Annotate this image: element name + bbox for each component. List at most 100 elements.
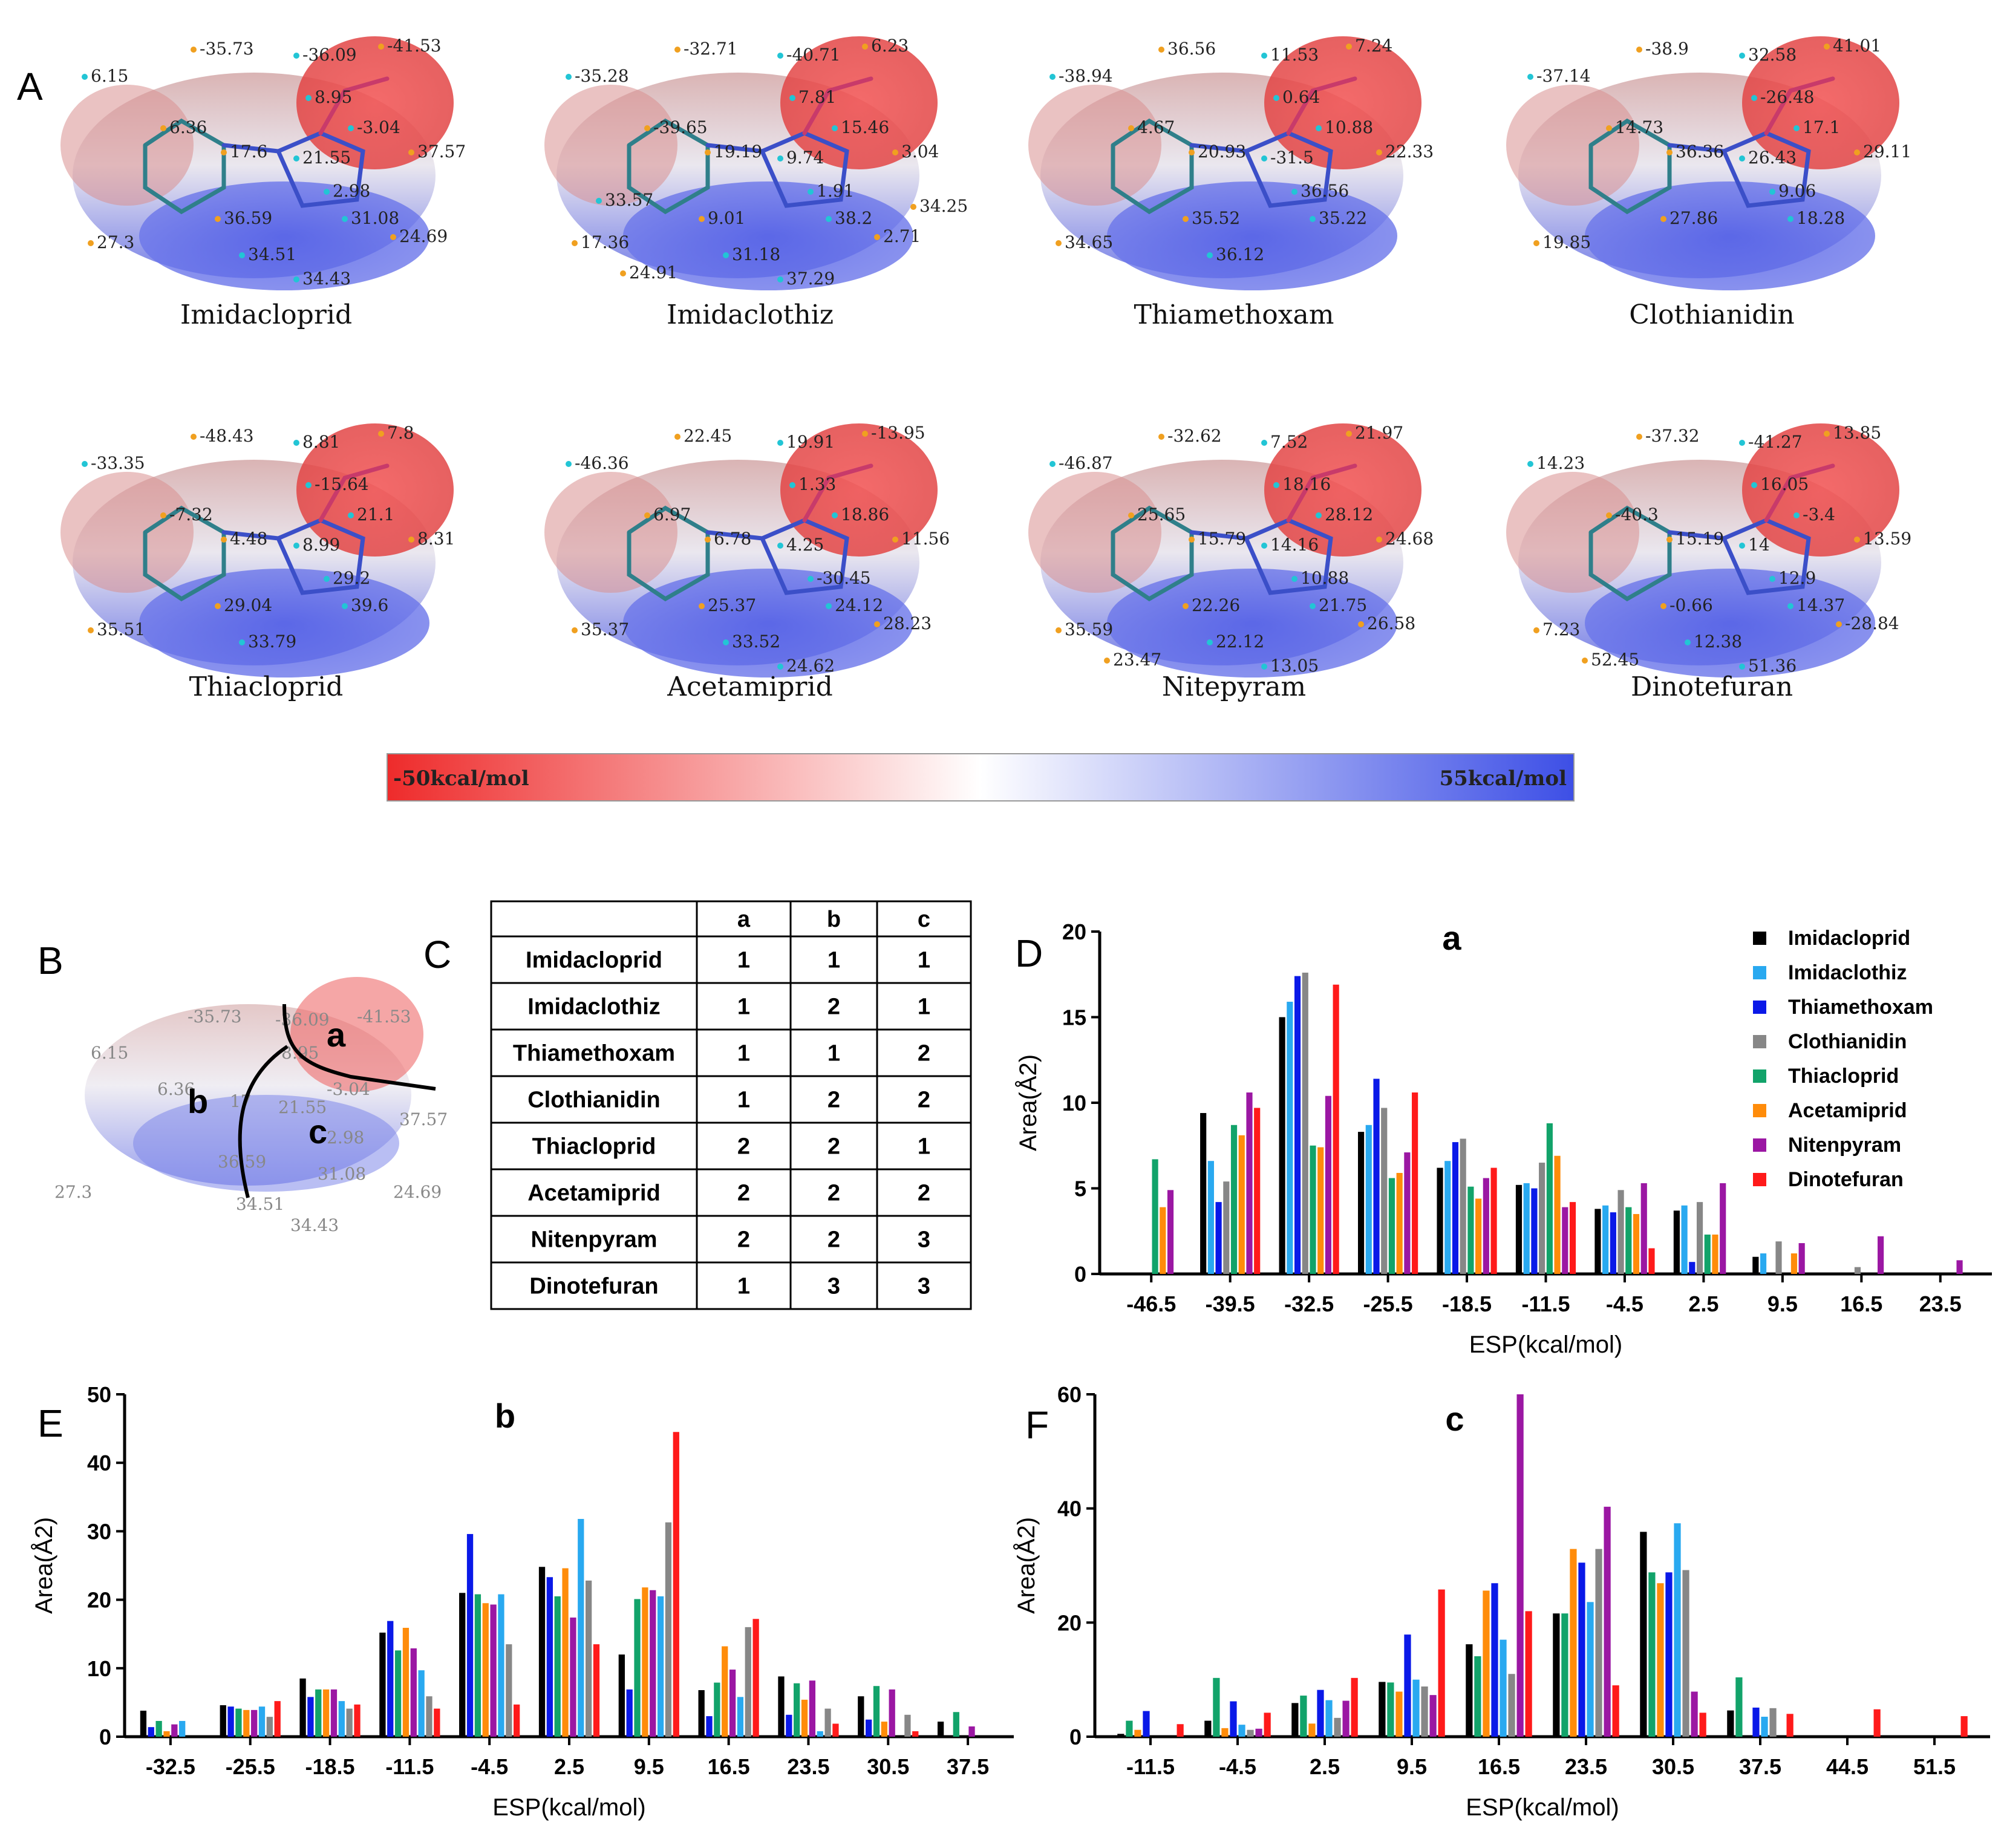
molecule-skeleton (627, 76, 873, 215)
esp-point-marker (777, 543, 783, 549)
bar-nitenpyram (650, 1590, 656, 1737)
esp-value-label: 14.73 (1615, 117, 1663, 137)
esp-value-label: 4.67 (1137, 117, 1175, 137)
bar-nitenpyram (1878, 1236, 1884, 1274)
esp-value-label: 35.59 (1065, 619, 1113, 639)
esp-point-marker (1533, 627, 1539, 633)
bar-acetamiprid (1570, 1549, 1577, 1737)
bar-nitenpyram (1483, 1178, 1489, 1274)
esp-point-marker (674, 434, 681, 440)
molecule-skeleton (1588, 463, 1835, 602)
bar-clothianidin (1302, 972, 1308, 1274)
bar-imidacloprid (538, 1567, 546, 1737)
esp-value-label: -37.14 (1536, 66, 1591, 86)
esp-value-label: 36.59 (224, 208, 272, 228)
esp-value-label: 12.9 (1778, 568, 1816, 588)
bar-acetamiprid (243, 1709, 250, 1737)
x-tick-label: -11.5 (1126, 1754, 1175, 1779)
esp-value-label: 28.23 (883, 613, 932, 633)
molecule-map-imidaclothiz: -35.28 -32.71 -40.71 6.23 7.81 -39.65 15.46 19.… (544, 36, 968, 330)
terminal-region (60, 472, 194, 593)
bar-thiacloprid (394, 1650, 402, 1737)
esp-point-marker (1261, 53, 1267, 59)
chart-title: a (1442, 919, 1461, 957)
bar-thiamethoxam (466, 1533, 474, 1737)
terminal-region (1506, 85, 1639, 206)
terminal-region (1028, 472, 1161, 593)
positive-region (1585, 569, 1875, 677)
bar-thiacloprid (1230, 1125, 1238, 1274)
esp-point-marker (88, 627, 94, 633)
bar-imidacloprid (1200, 1112, 1207, 1274)
bar-dinotefuran (912, 1731, 919, 1737)
esp-point-marker (789, 482, 795, 488)
esp-value-label: 7.8 (387, 423, 414, 443)
esp-point-marker (777, 440, 783, 446)
esp-value-label: 7.24 (1355, 36, 1392, 56)
esp-value-label: 29.04 (224, 595, 272, 615)
x-tick-label: -32.5 (1284, 1291, 1334, 1316)
bar-nitenpyram (1255, 1728, 1262, 1737)
ring-bonds (627, 118, 710, 215)
bar-clothianidin (1247, 1729, 1254, 1737)
bar-imidacloprid (1673, 1210, 1680, 1274)
bar-thiamethoxam (706, 1716, 713, 1737)
bar-thiacloprid (1126, 1720, 1133, 1737)
esp-value-label: 37.57 (417, 142, 466, 162)
bar-clothianidin (1696, 1202, 1703, 1274)
table-cell: 2 (827, 994, 840, 1020)
esp-value-label: 12.38 (1694, 632, 1742, 651)
bar-imidaclothiz (1674, 1523, 1681, 1737)
table-cell: 1 (918, 994, 930, 1020)
esp-value-label: 34.25 (919, 196, 968, 216)
positive-region (623, 181, 913, 290)
bar-imidacloprid (220, 1705, 226, 1737)
chart-region-b: 0 10 20 30 40 50 -32.5 -25.5 -18.5 -11.5 -4.5 2.5 9.… (30, 1382, 1014, 1821)
bar-imidaclothiz (1761, 1716, 1768, 1737)
bar-thiamethoxam (1373, 1079, 1380, 1274)
bar-imidacloprid (698, 1690, 705, 1737)
nitro-bonds (802, 76, 873, 135)
esp-value-label: -28.84 (1845, 613, 1899, 633)
esp-point-marker (191, 47, 197, 53)
bar-thiamethoxam (1665, 1572, 1673, 1737)
esp-value-label: 24.68 (1385, 529, 1434, 549)
esp-value-label: 31.18 (732, 244, 780, 264)
esp-point-marker (1685, 639, 1691, 645)
esp-value-label: -26.48 (1760, 87, 1815, 107)
y-axis-title: Area(Å2) (1014, 1054, 1042, 1151)
legend: Imidacloprid Imidaclothiz Thiamethoxam Clot… (1753, 927, 1933, 1191)
esp-value-label: 10.88 (1325, 117, 1373, 137)
esp-value-label: 31.08 (318, 1164, 366, 1184)
x-tick-label: 2.5 (1688, 1291, 1718, 1316)
table-cell: 3 (918, 1274, 930, 1299)
esp-value-label: 17.1 (1803, 117, 1840, 137)
esp-value-label: -40.3 (1615, 504, 1659, 524)
esp-value-label: -3.04 (327, 1079, 370, 1099)
bar-thiamethoxam (1578, 1562, 1585, 1737)
esp-value-label: -33.35 (91, 453, 145, 473)
region-type-table: a b c Imidacloprid 1 1 1 Imidaclothiz 1 2 1 Thiamet… (490, 900, 972, 1310)
bar-acetamiprid (801, 1699, 808, 1737)
positive-region (139, 569, 429, 677)
bar-dinotefuran (274, 1701, 281, 1737)
bar-thiamethoxam (1317, 1690, 1324, 1737)
esp-point-marker (342, 216, 348, 222)
legend-swatch (1753, 1001, 1766, 1014)
panel-letter-b: B (38, 939, 64, 982)
nitro-bonds (318, 76, 390, 135)
bar-acetamiprid (1395, 1691, 1403, 1737)
esp-value-label: 22.12 (1216, 632, 1264, 651)
bar-nitenpyram (1562, 1207, 1568, 1274)
esp-point-marker (674, 47, 681, 53)
bar-clothianidin (346, 1708, 353, 1737)
esp-value-label: 37.57 (399, 1109, 448, 1129)
x-axis-title: ESP(kcal/mol) (1469, 1331, 1622, 1358)
esp-value-label: 15.19 (1676, 529, 1724, 549)
esp-value-label: -35.73 (200, 39, 254, 59)
x-tick-label: 37.5 (1739, 1754, 1781, 1779)
x-tick-label: -11.5 (385, 1754, 434, 1779)
table-cell: Imidaclothiz (527, 994, 661, 1020)
bar-nitenpyram (1516, 1394, 1524, 1737)
panel-letter-e: E (38, 1402, 64, 1445)
